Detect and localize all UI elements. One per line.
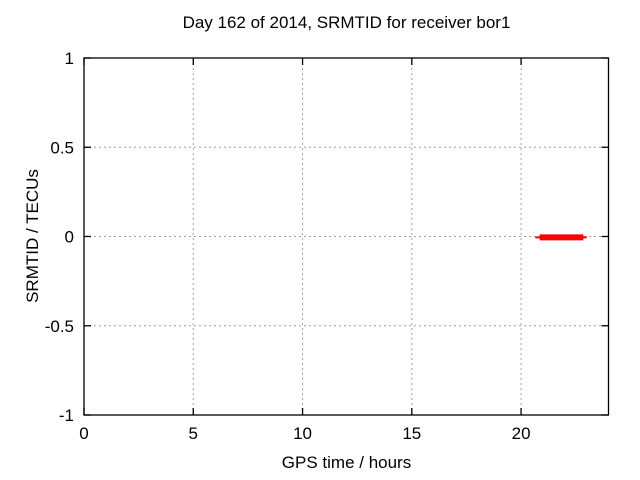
y-tick-label: -1	[59, 406, 74, 425]
x-tick-label: 5	[189, 424, 198, 443]
x-tick-label: 20	[512, 424, 531, 443]
x-tick-label: 15	[402, 424, 421, 443]
y-tick-label: 1	[65, 49, 74, 68]
chart-title: Day 162 of 2014, SRMTID for receiver bor…	[182, 13, 511, 32]
x-tick-label: 10	[293, 424, 312, 443]
y-tick-label: 0.5	[50, 138, 74, 157]
y-tick-label: -0.5	[45, 317, 74, 336]
x-tick-label: 0	[79, 424, 88, 443]
x-axis-label: GPS time / hours	[281, 453, 412, 472]
y-tick-label: 0	[65, 228, 74, 247]
